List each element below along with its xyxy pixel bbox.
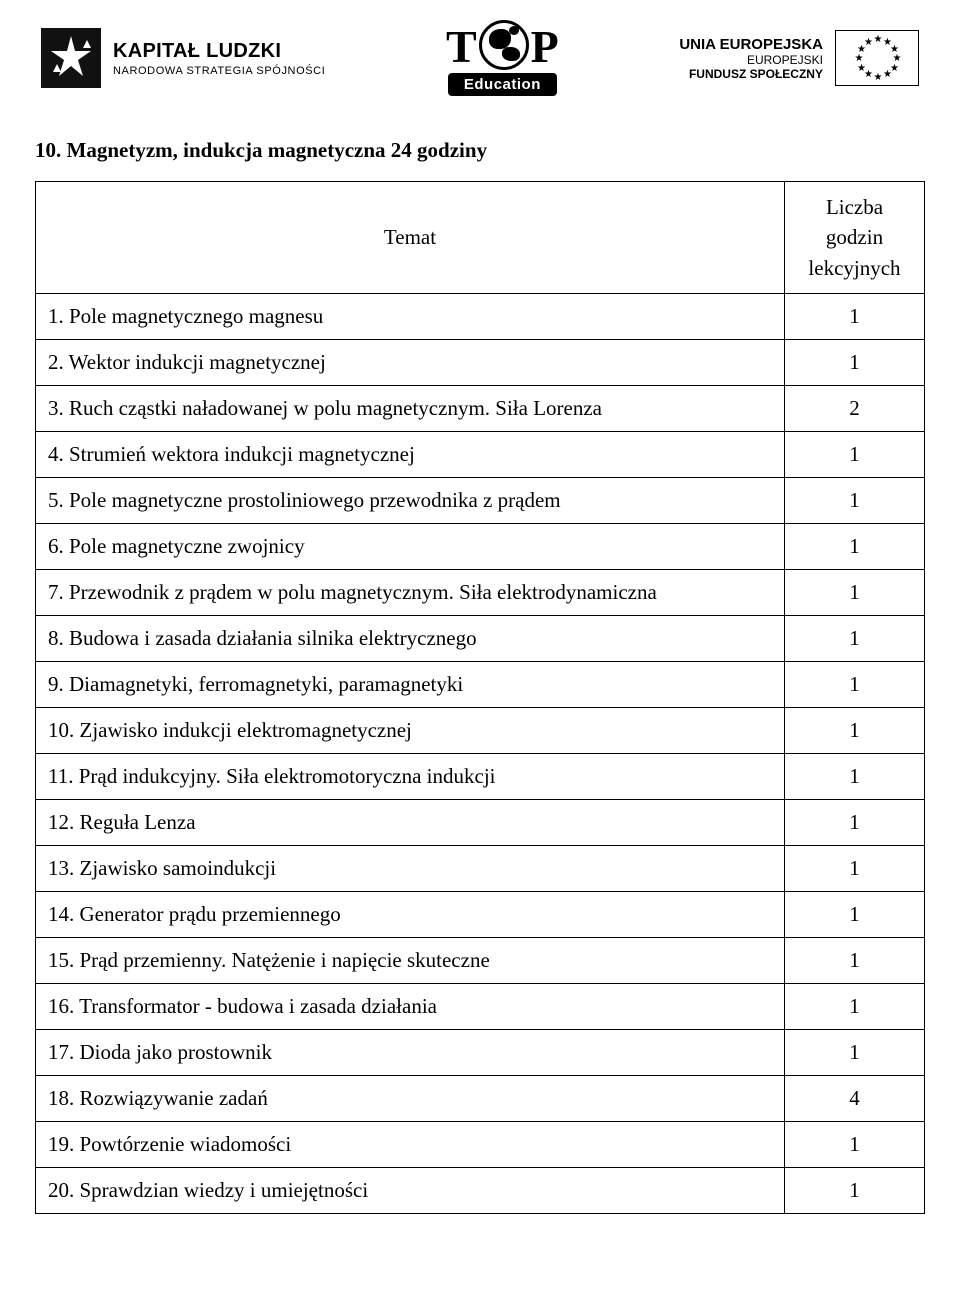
hours-cell: 1 [785,478,925,524]
topic-cell: 6. Pole magnetyczne zwojnicy [36,524,785,570]
topics-table: Temat Liczba godzin lekcyjnych 1. Pole m… [35,181,925,1214]
hours-cell: 1 [785,800,925,846]
page: KAPITAŁ LUDZKI NARODOWA STRATEGIA SPÓJNO… [0,0,960,1254]
topic-cell: 13. Zjawisko samoindukcji [36,846,785,892]
kapital-ludzki-star-icon [47,34,95,82]
eu-text: UNIA EUROPEJSKA EUROPEJSKI FUNDUSZ SPOŁE… [679,36,823,81]
topic-cell: 15. Prąd przemienny. Natężenie i napięci… [36,938,785,984]
topic-cell: 4. Strumień wektora indukcji magnetyczne… [36,432,785,478]
topic-cell: 8. Budowa i zasada działania silnika ele… [36,616,785,662]
header-hours-line-3: lekcyjnych [797,253,912,283]
hours-cell: 1 [785,708,925,754]
topic-cell: 17. Dioda jako prostownik [36,1030,785,1076]
topic-cell: 11. Prąd indukcyjny. Siła elektromotoryc… [36,754,785,800]
eu-line-1: UNIA EUROPEJSKA [679,36,823,53]
table-row: 11. Prąd indukcyjny. Siła elektromotoryc… [36,754,925,800]
top-education-globe-row: T P [444,20,561,70]
table-row: 18. Rozwiązywanie zadań4 [36,1076,925,1122]
header-hours-line-2: godzin [797,222,912,252]
topic-cell: 20. Sprawdzian wiedzy i umiejętności [36,1168,785,1214]
eu-star-icon: ★ [883,70,892,80]
eu-star-icon: ★ [855,54,864,64]
table-row: 13. Zjawisko samoindukcji1 [36,846,925,892]
kapital-ludzki-subtitle: NARODOWA STRATEGIA SPÓJNOŚCI [113,65,325,77]
header-logos: KAPITAŁ LUDZKI NARODOWA STRATEGIA SPÓJNO… [35,20,925,96]
hours-cell: 1 [785,754,925,800]
topic-cell: 14. Generator prądu przemiennego [36,892,785,938]
topic-cell: 19. Powtórzenie wiadomości [36,1122,785,1168]
table-row: 6. Pole magnetyczne zwojnicy1 [36,524,925,570]
hours-cell: 1 [785,938,925,984]
topic-cell: 9. Diamagnetyki, ferromagnetyki, paramag… [36,662,785,708]
table-row: 12. Reguła Lenza1 [36,800,925,846]
table-row: 5. Pole magnetyczne prostoliniowego prze… [36,478,925,524]
table-row: 9. Diamagnetyki, ferromagnetyki, paramag… [36,662,925,708]
eu-line-2: EUROPEJSKI [679,53,823,67]
table-row: 2. Wektor indukcji magnetycznej1 [36,340,925,386]
eu-star-icon: ★ [874,35,883,45]
top-education-logo: T P Education [444,20,561,96]
top-education-letter-left: T [446,24,477,70]
topic-cell: 18. Rozwiązywanie zadań [36,1076,785,1122]
top-education-bar: Education [448,73,557,96]
hours-cell: 1 [785,984,925,1030]
hours-cell: 1 [785,1122,925,1168]
hours-cell: 2 [785,386,925,432]
table-row: 20. Sprawdzian wiedzy i umiejętności1 [36,1168,925,1214]
topic-cell: 2. Wektor indukcji magnetycznej [36,340,785,386]
kapital-ludzki-logo: KAPITAŁ LUDZKI NARODOWA STRATEGIA SPÓJNO… [41,28,325,88]
hours-cell: 1 [785,524,925,570]
table-row: 16. Transformator - budowa i zasada dzia… [36,984,925,1030]
hours-cell: 1 [785,432,925,478]
hours-cell: 1 [785,294,925,340]
topic-cell: 7. Przewodnik z prądem w polu magnetyczn… [36,570,785,616]
topic-cell: 1. Pole magnetycznego magnesu [36,294,785,340]
hours-cell: 1 [785,570,925,616]
table-header-row: Temat Liczba godzin lekcyjnych [36,182,925,294]
kapital-ludzki-title: KAPITAŁ LUDZKI [113,40,325,63]
hours-cell: 1 [785,1030,925,1076]
table-row: 19. Powtórzenie wiadomości1 [36,1122,925,1168]
table-body: 1. Pole magnetycznego magnesu12. Wektor … [36,294,925,1214]
header-hours-line-1: Liczba [797,192,912,222]
hours-cell: 1 [785,616,925,662]
table-row: 17. Dioda jako prostownik1 [36,1030,925,1076]
header-topic: Temat [36,182,785,294]
eu-line-3: FUNDUSZ SPOŁECZNY [679,67,823,81]
header-hours: Liczba godzin lekcyjnych [785,182,925,294]
table-row: 15. Prąd przemienny. Natężenie i napięci… [36,938,925,984]
table-row: 4. Strumień wektora indukcji magnetyczne… [36,432,925,478]
hours-cell: 1 [785,340,925,386]
table-row: 8. Budowa i zasada działania silnika ele… [36,616,925,662]
topic-cell: 5. Pole magnetyczne prostoliniowego prze… [36,478,785,524]
topic-cell: 3. Ruch cząstki naładowanej w polu magne… [36,386,785,432]
table-row: 7. Przewodnik z prądem w polu magnetyczn… [36,570,925,616]
section-title: 10. Magnetyzm, indukcja magnetyczna 24 g… [35,138,925,163]
table-row: 10. Zjawisko indukcji elektromagnetyczne… [36,708,925,754]
table-row: 14. Generator prądu przemiennego1 [36,892,925,938]
table-row: 1. Pole magnetycznego magnesu1 [36,294,925,340]
table-row: 3. Ruch cząstki naładowanej w polu magne… [36,386,925,432]
hours-cell: 1 [785,892,925,938]
hours-cell: 1 [785,1168,925,1214]
globe-icon [479,20,529,70]
topic-cell: 10. Zjawisko indukcji elektromagnetyczne… [36,708,785,754]
eu-logo: UNIA EUROPEJSKA EUROPEJSKI FUNDUSZ SPOŁE… [679,30,919,86]
hours-cell: 1 [785,846,925,892]
topic-cell: 16. Transformator - budowa i zasada dzia… [36,984,785,1030]
eu-flag-icon: ★★★★★★★★★★★★ [835,30,919,86]
kapital-ludzki-mark-icon [41,28,101,88]
eu-star-icon: ★ [857,64,866,74]
kapital-ludzki-text: KAPITAŁ LUDZKI NARODOWA STRATEGIA SPÓJNO… [113,40,325,77]
eu-star-icon: ★ [864,38,873,48]
top-education-letter-right: P [531,24,559,70]
hours-cell: 4 [785,1076,925,1122]
eu-star-icon: ★ [874,73,883,83]
hours-cell: 1 [785,662,925,708]
topic-cell: 12. Reguła Lenza [36,800,785,846]
